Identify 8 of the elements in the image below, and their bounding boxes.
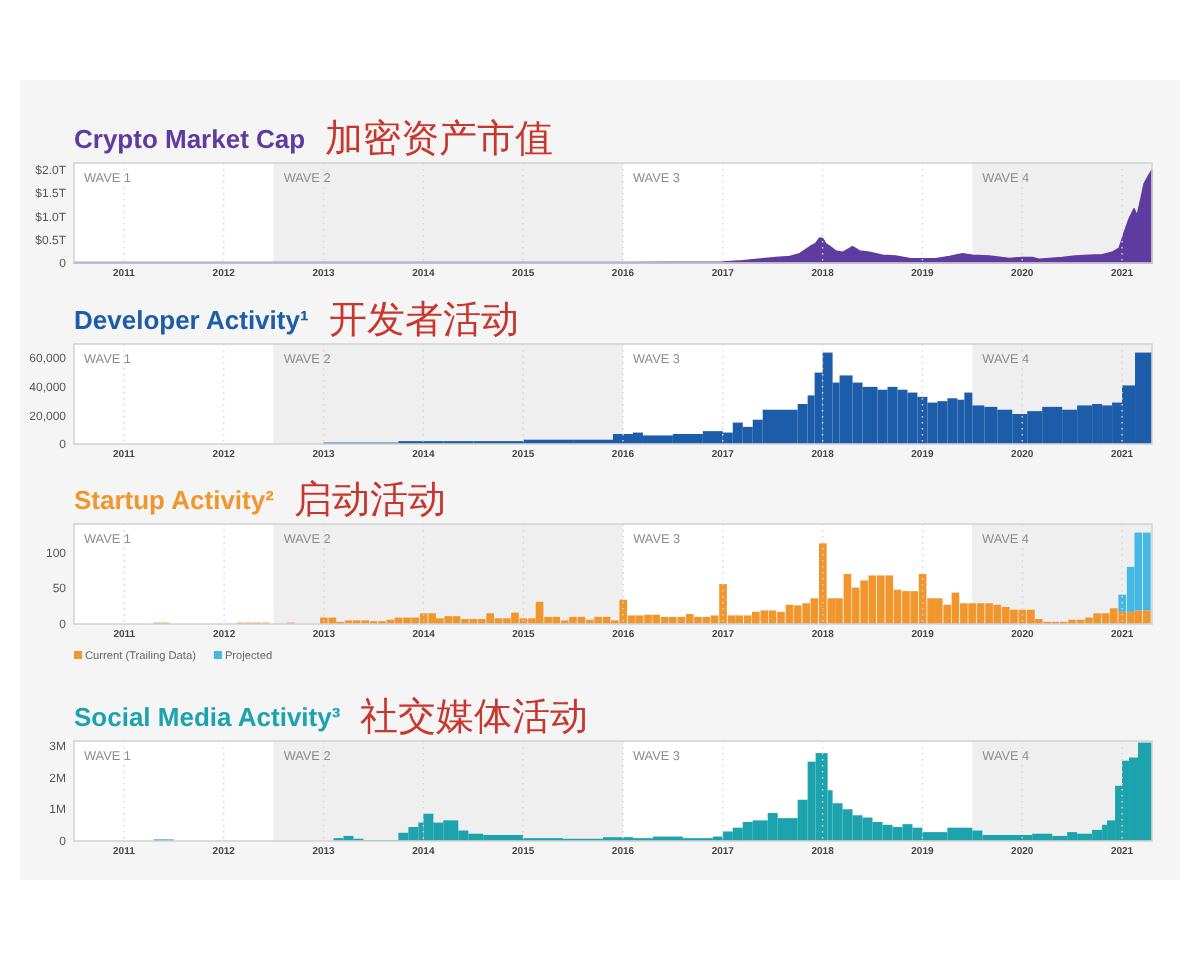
chart-title: Social Media Activity³ (74, 702, 342, 732)
chart-title: Startup Activity² (74, 485, 276, 515)
chart-subtitle: 开发者活动 (328, 300, 519, 342)
chart-title: Developer Activity¹ (74, 305, 309, 335)
chart-subtitle: 启动活动 (293, 478, 446, 522)
chart-subtitle: 加密资产市值 (325, 117, 554, 161)
chart-title: Crypto Market Cap (74, 124, 306, 154)
chart-subtitle: 社交媒体活动 (360, 695, 589, 739)
